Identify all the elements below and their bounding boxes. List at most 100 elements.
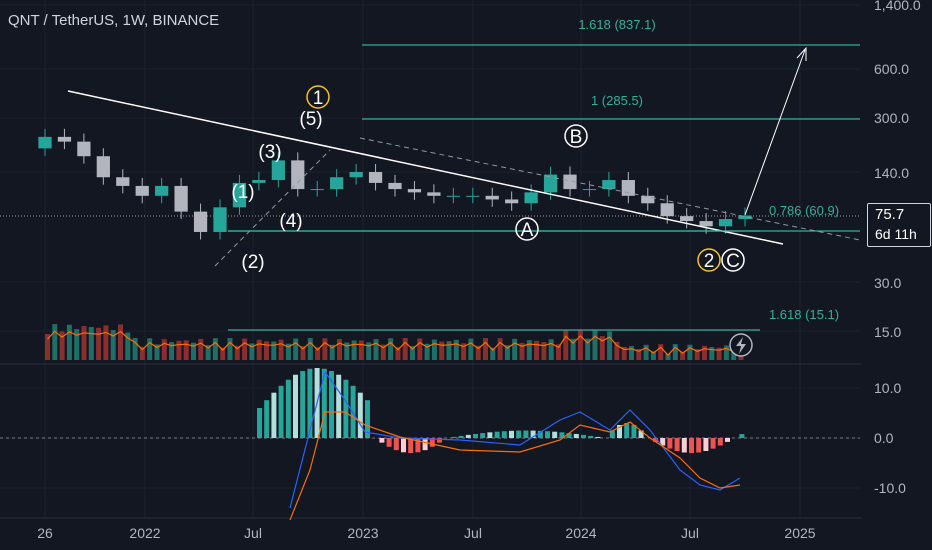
time-tick: Jul [244, 525, 262, 541]
macd-histogram-bar [710, 438, 716, 449]
macd-histogram-bar [357, 392, 363, 438]
volume-bar [636, 348, 642, 360]
volume-bar [191, 342, 196, 360]
macd-histogram-bar [458, 435, 464, 438]
volume-bar [680, 351, 686, 360]
candle-body [505, 199, 519, 204]
macd-histogram-bar [393, 438, 399, 451]
macd-histogram-bar [264, 400, 270, 438]
volume-bar [417, 338, 423, 360]
time-tick: Jul [464, 525, 482, 541]
volume-bar [431, 339, 437, 360]
macd-histogram-bar [595, 436, 601, 438]
macd-histogram-bar [559, 432, 565, 438]
macd-histogram-bar [437, 438, 442, 443]
macd-histogram-bar [689, 438, 694, 453]
lightning-icon[interactable] [729, 333, 753, 357]
macd-histogram-bar [307, 368, 313, 438]
candle-body [96, 156, 110, 178]
volume-bar [118, 324, 123, 360]
volume-bar [256, 339, 262, 360]
volume-bar [322, 338, 328, 360]
volume-bar [96, 327, 102, 360]
macd-histogram-bar [401, 438, 406, 453]
wave-label: (5) [299, 109, 322, 130]
macd-histogram-bar [566, 433, 572, 438]
candle-body [660, 203, 674, 217]
volume-bar [161, 339, 167, 360]
candle-body [446, 195, 460, 197]
volume-bar [74, 329, 80, 360]
macd-histogram-bar [681, 438, 687, 453]
volume-bar [621, 346, 627, 360]
volume-bar [205, 345, 211, 360]
time-tick: Jul [681, 525, 699, 541]
arrow-head [796, 46, 807, 61]
volume-bar [702, 345, 707, 360]
lightning-icon-bolt [736, 337, 746, 354]
signal-line [289, 411, 741, 521]
volume-bar [337, 339, 342, 360]
wave-circle [721, 248, 745, 272]
macd-histogram-bar [473, 433, 478, 438]
volume-bar [548, 339, 554, 360]
candle-body [193, 211, 208, 232]
volume-bar [461, 343, 467, 360]
volume-bar [271, 341, 277, 360]
volume-bar [504, 345, 510, 360]
candle-body [407, 189, 422, 193]
volume-bar [672, 344, 678, 360]
volume-bar [402, 338, 408, 360]
wave-circle [697, 248, 721, 272]
trendline-resistance [67, 90, 784, 245]
volume-bar [227, 338, 233, 360]
volume-bar [731, 349, 737, 360]
volume-bar [665, 353, 671, 360]
fib-label: 0.786 (60.9) [769, 203, 839, 218]
macd-histogram-bar [509, 430, 514, 438]
volume-bar [556, 344, 561, 360]
volume-tick: 15.0 [874, 324, 901, 340]
volume-bar [643, 344, 649, 360]
candle-body [116, 177, 130, 186]
volume-bar [147, 338, 153, 360]
volume-bar [716, 347, 722, 360]
time-tick: 2024 [565, 525, 596, 541]
macd-histogram-bar [271, 392, 277, 438]
time-tick: 2022 [129, 525, 160, 541]
candle-body [699, 221, 713, 227]
candle-body [135, 185, 149, 196]
macd-histogram-bar [494, 431, 500, 438]
bar-countdown: 6d 11h [875, 226, 917, 242]
macd-tick: 0.0 [874, 430, 894, 446]
macd-histogram-bar [609, 430, 615, 438]
volume-bar [592, 330, 598, 360]
macd-histogram-bar [725, 438, 730, 442]
current-price: 75.7 [875, 206, 905, 223]
volume-bar [66, 324, 72, 360]
fib-levels: 1.618 (837.1) 1 (285.5) 0.786 (60.9) [0, 17, 860, 232]
current-price-box: 75.7 6d 11h [867, 203, 931, 247]
price-tick: 1,400.0 [874, 0, 921, 13]
macd-histogram-bar [667, 438, 673, 449]
macd-histogram-bar [617, 425, 622, 438]
volume-bar [453, 339, 459, 360]
macd-histogram-bar [523, 430, 529, 438]
candle-body [291, 160, 305, 190]
volume-bar [410, 346, 415, 360]
macd-histogram-bar [365, 400, 370, 438]
volume-bar [483, 338, 488, 360]
volume-bar [614, 341, 620, 360]
candlesticks [38, 128, 752, 240]
volume-bar [723, 345, 729, 360]
grid [0, 0, 932, 519]
volume-bar [577, 330, 583, 360]
volume-bar [315, 347, 321, 360]
volume-bar [212, 338, 218, 360]
macd-histogram-bar [408, 438, 414, 453]
volume-bar [446, 341, 452, 360]
candle-body [680, 216, 694, 222]
time-tick: 2023 [347, 525, 378, 541]
candle-body [582, 189, 597, 191]
